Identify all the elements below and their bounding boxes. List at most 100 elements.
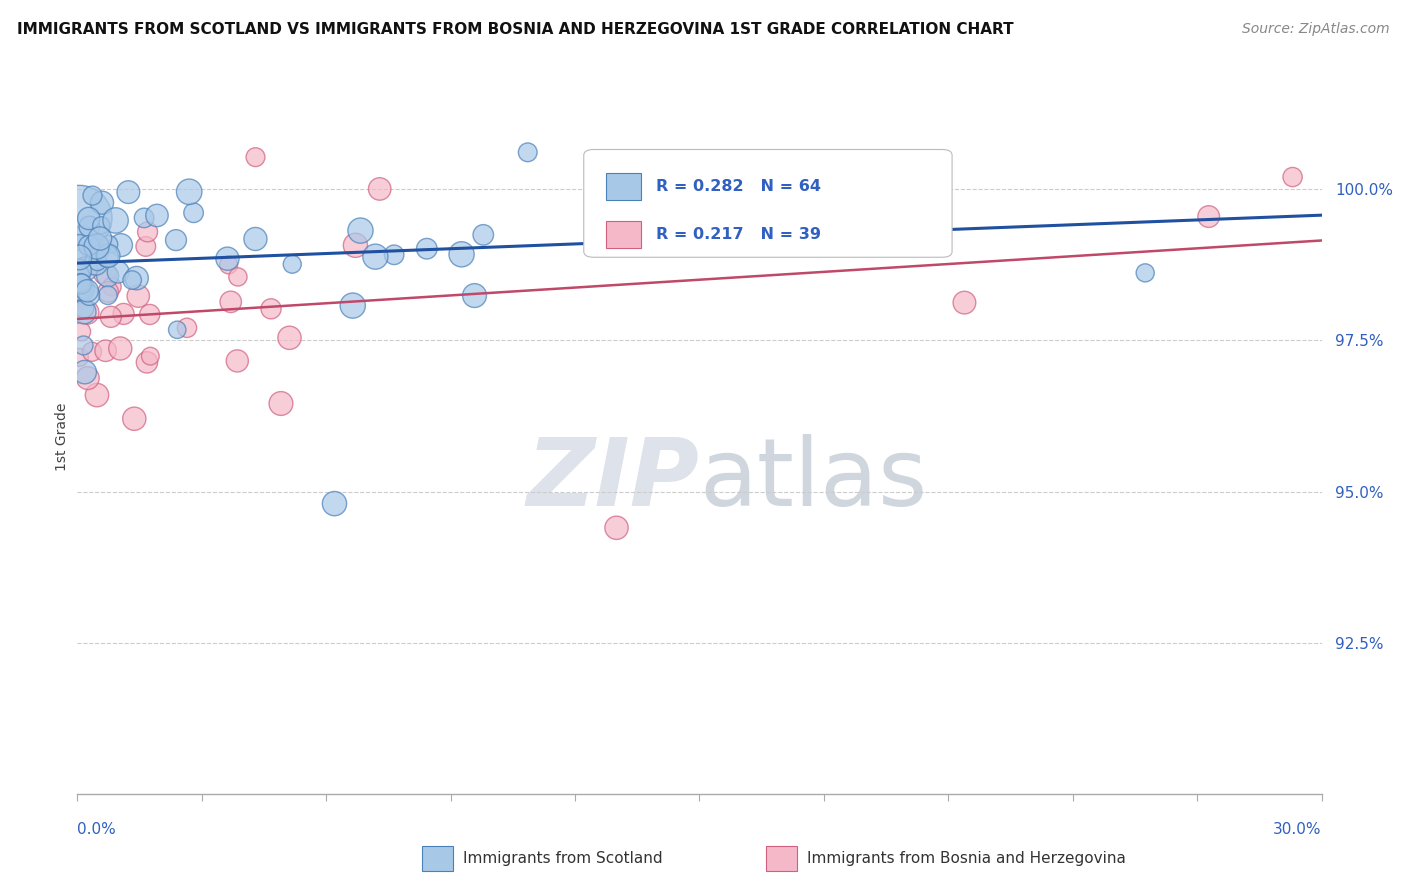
Point — [416, 242, 439, 256]
Point — [97, 288, 120, 302]
FancyBboxPatch shape — [583, 150, 952, 257]
Point — [450, 247, 472, 261]
Point — [76, 305, 98, 319]
Text: ZIP: ZIP — [527, 434, 700, 526]
Point — [368, 182, 391, 196]
Point — [245, 150, 267, 164]
Point — [72, 282, 94, 296]
Point — [69, 264, 91, 278]
Point — [89, 231, 111, 245]
Point — [1281, 169, 1303, 184]
Point — [323, 497, 346, 511]
Text: 30.0%: 30.0% — [1274, 822, 1322, 838]
Point — [135, 239, 157, 253]
Point — [695, 217, 717, 231]
Bar — [606, 173, 641, 200]
Point — [73, 305, 96, 319]
Point — [226, 354, 249, 368]
Point — [87, 241, 110, 255]
Point — [75, 262, 97, 277]
Point — [278, 331, 301, 345]
Point — [146, 209, 169, 223]
Point — [127, 289, 149, 303]
Point — [91, 195, 114, 210]
Text: atlas: atlas — [700, 434, 928, 526]
Point — [124, 411, 146, 425]
Point — [72, 283, 94, 297]
Point — [70, 277, 93, 291]
Point — [67, 211, 90, 225]
Point — [94, 343, 117, 358]
Point — [636, 200, 658, 214]
Text: R = 0.282   N = 64: R = 0.282 N = 64 — [657, 179, 821, 194]
Point — [94, 267, 117, 281]
Point — [86, 255, 108, 269]
Bar — [606, 221, 641, 248]
Point — [472, 227, 495, 242]
Point — [82, 239, 104, 253]
Point — [110, 238, 132, 252]
Point — [76, 284, 98, 298]
Point — [382, 248, 405, 262]
Point — [226, 269, 249, 284]
Point — [762, 210, 785, 224]
Point — [166, 323, 188, 337]
Point — [136, 225, 159, 239]
Point — [136, 355, 159, 369]
Point — [179, 185, 201, 199]
Point — [77, 211, 100, 226]
Point — [80, 344, 103, 359]
Point — [69, 276, 91, 290]
Point — [1135, 266, 1157, 280]
Point — [86, 239, 108, 253]
Point — [464, 288, 486, 302]
Point — [84, 256, 107, 270]
Point — [67, 285, 90, 299]
Point — [606, 521, 628, 535]
Point — [219, 294, 242, 309]
Point — [70, 325, 93, 339]
Point — [139, 349, 162, 363]
Point — [67, 273, 90, 287]
Point — [97, 237, 120, 252]
Point — [125, 271, 148, 285]
Text: Immigrants from Scotland: Immigrants from Scotland — [463, 851, 662, 865]
Text: Immigrants from Bosnia and Herzegovina: Immigrants from Bosnia and Herzegovina — [807, 851, 1126, 865]
Text: 0.0%: 0.0% — [77, 822, 117, 838]
Point — [67, 241, 90, 255]
Point — [260, 301, 283, 316]
Point — [342, 299, 364, 313]
Point — [139, 308, 162, 322]
Point — [72, 338, 94, 352]
Point — [218, 258, 240, 272]
Point — [67, 267, 90, 281]
Point — [176, 321, 198, 335]
Point — [112, 307, 135, 321]
Point — [132, 211, 155, 225]
Point — [364, 250, 387, 264]
Point — [217, 252, 239, 266]
Point — [82, 188, 104, 202]
Point — [67, 351, 90, 365]
Point — [76, 371, 98, 385]
Point — [270, 396, 292, 410]
Point — [96, 249, 118, 263]
Point — [121, 273, 143, 287]
Point — [117, 185, 139, 199]
Point — [73, 365, 96, 379]
Point — [165, 233, 187, 247]
Text: Source: ZipAtlas.com: Source: ZipAtlas.com — [1241, 22, 1389, 37]
Point — [110, 342, 132, 356]
Point — [1198, 210, 1220, 224]
Point — [787, 196, 810, 211]
Point — [80, 258, 103, 272]
Point — [67, 251, 90, 265]
Point — [86, 388, 108, 402]
Point — [97, 249, 120, 263]
Point — [344, 238, 367, 252]
Point — [97, 268, 120, 283]
Point — [104, 213, 127, 227]
Point — [79, 219, 101, 234]
Point — [737, 203, 759, 218]
Point — [516, 145, 538, 160]
